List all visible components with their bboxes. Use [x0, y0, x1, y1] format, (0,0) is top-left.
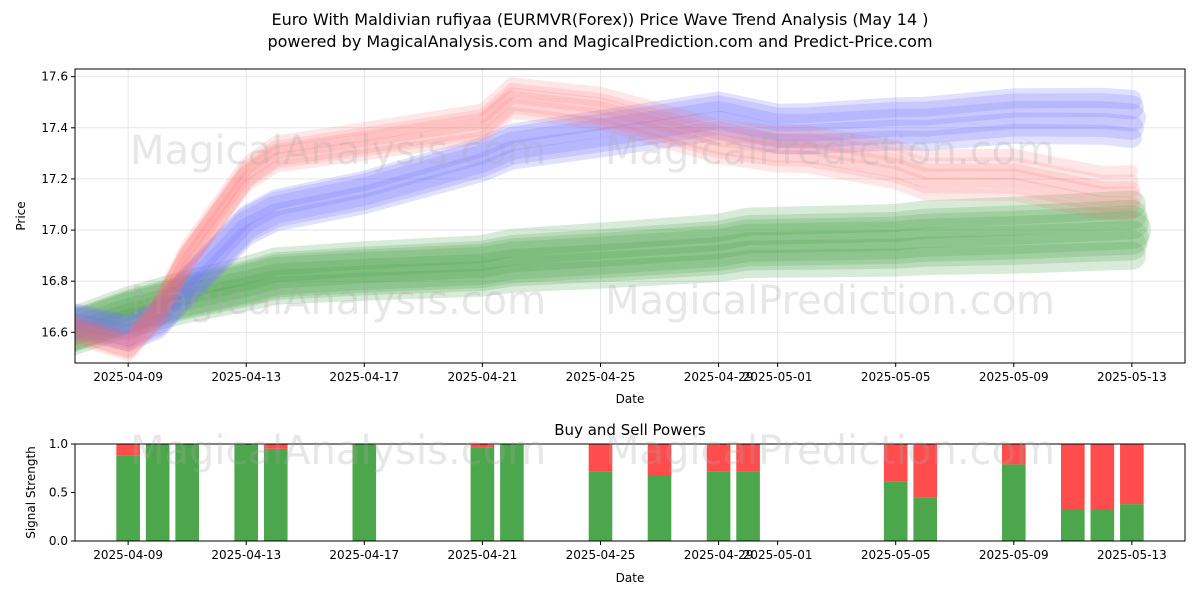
buy-bar-14	[1001, 464, 1026, 541]
blue-wave-band-2	[75, 101, 1146, 347]
buy-bar-10	[706, 471, 731, 541]
top-xtick-label-8: 2025-05-09	[979, 370, 1049, 384]
blue-wave-band-4	[75, 87, 1142, 335]
sell-bar-10	[706, 444, 731, 472]
top-ytick-label-0: 16.6	[41, 325, 68, 339]
red-wave-band-0	[75, 106, 1138, 362]
buy-bar-4	[263, 448, 288, 541]
top-y-axis-label: Price	[14, 201, 28, 230]
bottom-ytick-label-1: 0.5	[49, 486, 68, 500]
buy-bar-7	[500, 444, 524, 541]
bottom-y-axis-label: Signal Strength	[24, 446, 38, 539]
top-xtick-label-0: 2025-04-09	[93, 370, 163, 384]
bottom-xtick-label-4: 2025-04-25	[566, 548, 636, 562]
sell-bar-16	[1090, 444, 1115, 509]
green-wave-band-0	[75, 241, 1146, 356]
green-wave-band-3	[75, 211, 1151, 351]
green-wave-band-4	[75, 205, 1149, 346]
buy-bar-17	[1120, 504, 1144, 541]
top-ytick-label-1: 16.8	[41, 274, 68, 288]
bottom-xtick-label-8: 2025-05-09	[979, 548, 1049, 562]
top-ytick-label-5: 17.6	[41, 70, 68, 84]
buy-bar-6	[470, 447, 495, 541]
buy-bar-0	[116, 455, 140, 541]
wave-layer	[75, 77, 1151, 362]
bottom-xtick-label-1: 2025-04-13	[211, 548, 281, 562]
red-wave-band-3	[75, 87, 1140, 352]
top-ytick-label-2: 17.0	[41, 223, 68, 237]
buy-bar-2	[175, 444, 199, 541]
buy-bar-5	[352, 444, 377, 541]
bottom-xtick-label-5: 2025-04-29	[684, 548, 754, 562]
buy-bar-15	[1061, 508, 1085, 541]
bottom-ytick-label-0: 0.0	[49, 534, 68, 548]
green-wave-band-6	[75, 190, 1146, 335]
green-wave-band-5	[75, 199, 1147, 341]
sell-bar-4	[263, 444, 288, 449]
bottom-xtick-label-9: 2025-05-13	[1097, 548, 1167, 562]
red-wave-band-1	[75, 97, 1140, 359]
bottom-xtick-label-6: 2025-05-01	[743, 548, 813, 562]
top-xtick-label-9: 2025-05-13	[1097, 370, 1167, 384]
sell-bar-0	[116, 444, 140, 456]
sell-bar-15	[1061, 444, 1085, 509]
red-wave-band-5	[75, 77, 1138, 343]
red-wave-band-4	[75, 83, 1139, 348]
top-xtick-label-6: 2025-05-01	[743, 370, 813, 384]
top-xtick-label-1: 2025-04-13	[211, 370, 281, 384]
bottom-x-axis-label: Date	[616, 571, 645, 585]
sell-bar-12	[883, 444, 908, 482]
top-ytick-label-3: 17.2	[41, 172, 68, 186]
blue-wave-band-3	[75, 93, 1144, 340]
bottom-xtick-label-3: 2025-04-21	[448, 548, 518, 562]
sell-bar-6	[470, 444, 495, 448]
sell-bar-8	[588, 444, 613, 472]
buy-bar-9	[647, 476, 672, 541]
bottom-xtick-label-7: 2025-05-05	[861, 548, 931, 562]
green-wave-band-2	[75, 220, 1149, 352]
buy-bar-11	[736, 471, 760, 541]
blue-wave-band-1	[75, 110, 1144, 349]
top-ytick-label-4: 17.4	[41, 121, 68, 135]
top-xtick-label-7: 2025-05-05	[861, 370, 931, 384]
top-xtick-label-2: 2025-04-17	[329, 370, 399, 384]
sell-bar-11	[736, 444, 760, 472]
buy-bar-12	[883, 481, 908, 541]
sell-bar-17	[1120, 444, 1144, 505]
sell-bar-9	[647, 444, 672, 477]
buy-bar-3	[234, 444, 259, 541]
top-xtick-label-4: 2025-04-25	[566, 370, 636, 384]
bottom-chart-title: Buy and Sell Powers	[554, 421, 706, 439]
top-xtick-label-5: 2025-04-29	[684, 370, 754, 384]
top-x-axis-label: Date	[616, 392, 645, 406]
green-wave-band-1	[75, 230, 1147, 353]
sell-bar-13	[913, 444, 938, 498]
red-wave-band-2	[75, 90, 1142, 358]
bottom-ytick-label-2: 1.0	[49, 437, 68, 451]
chart-title-line1: Euro With Maldivian rufiyaa (EURMVR(Fore…	[271, 10, 929, 29]
top-xtick-label-3: 2025-04-21	[448, 370, 518, 384]
buy-bar-1	[145, 444, 170, 541]
sell-bar-14	[1001, 444, 1026, 465]
buy-bar-16	[1090, 508, 1115, 541]
bottom-xtick-label-2: 2025-04-17	[329, 548, 399, 562]
top-axes-frame	[74, 68, 1186, 364]
buy-bar-8	[588, 471, 613, 541]
chart-title-line2: powered by MagicalAnalysis.com and Magic…	[267, 32, 933, 51]
bottom-xtick-label-0: 2025-04-09	[93, 548, 163, 562]
blue-wave-band-0	[75, 120, 1142, 352]
buy-bar-13	[913, 497, 938, 541]
